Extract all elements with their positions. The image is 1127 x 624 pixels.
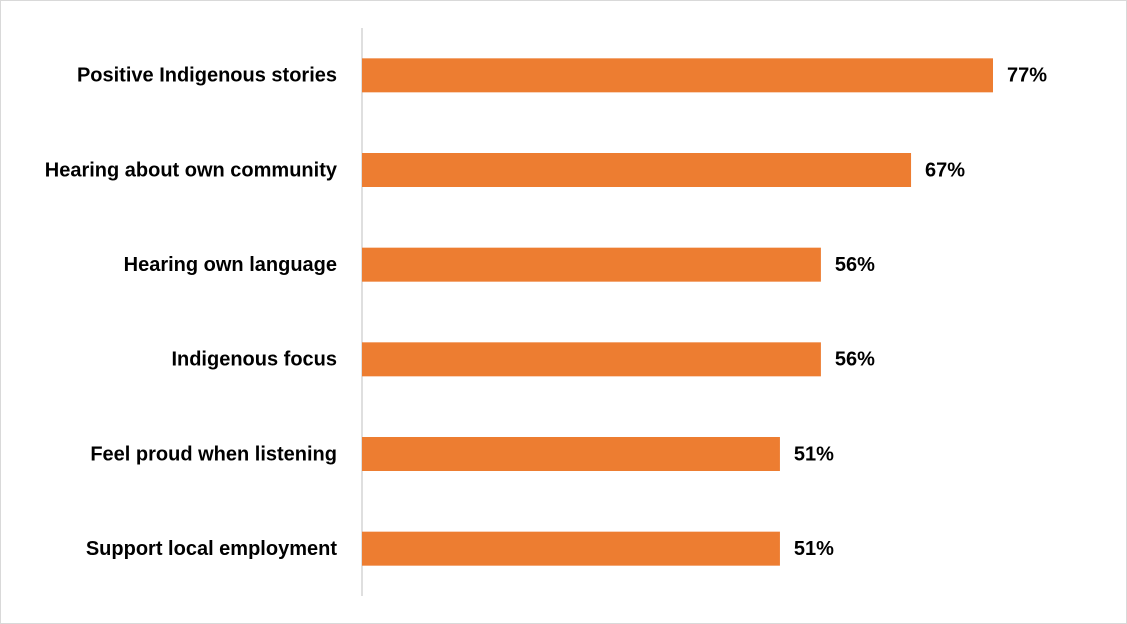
category-label: Support local employment [86, 538, 337, 560]
value-label: 51% [794, 443, 834, 465]
bar [362, 437, 780, 471]
category-label: Positive Indigenous stories [77, 65, 337, 87]
category-label: Hearing own language [124, 254, 337, 276]
bar [362, 58, 993, 93]
value-label: 56% [835, 349, 875, 371]
value-label: 77% [1007, 65, 1047, 87]
category-label: Indigenous focus [171, 349, 337, 371]
category-label: Feel proud when listening [90, 443, 337, 465]
value-label: 67% [925, 159, 965, 181]
bar [362, 531, 780, 566]
bar [362, 342, 821, 377]
bar [362, 153, 912, 187]
value-label: 56% [835, 254, 875, 276]
value-label: 51% [794, 538, 834, 560]
bar [362, 247, 821, 282]
category-label: Hearing about own community [45, 159, 338, 181]
